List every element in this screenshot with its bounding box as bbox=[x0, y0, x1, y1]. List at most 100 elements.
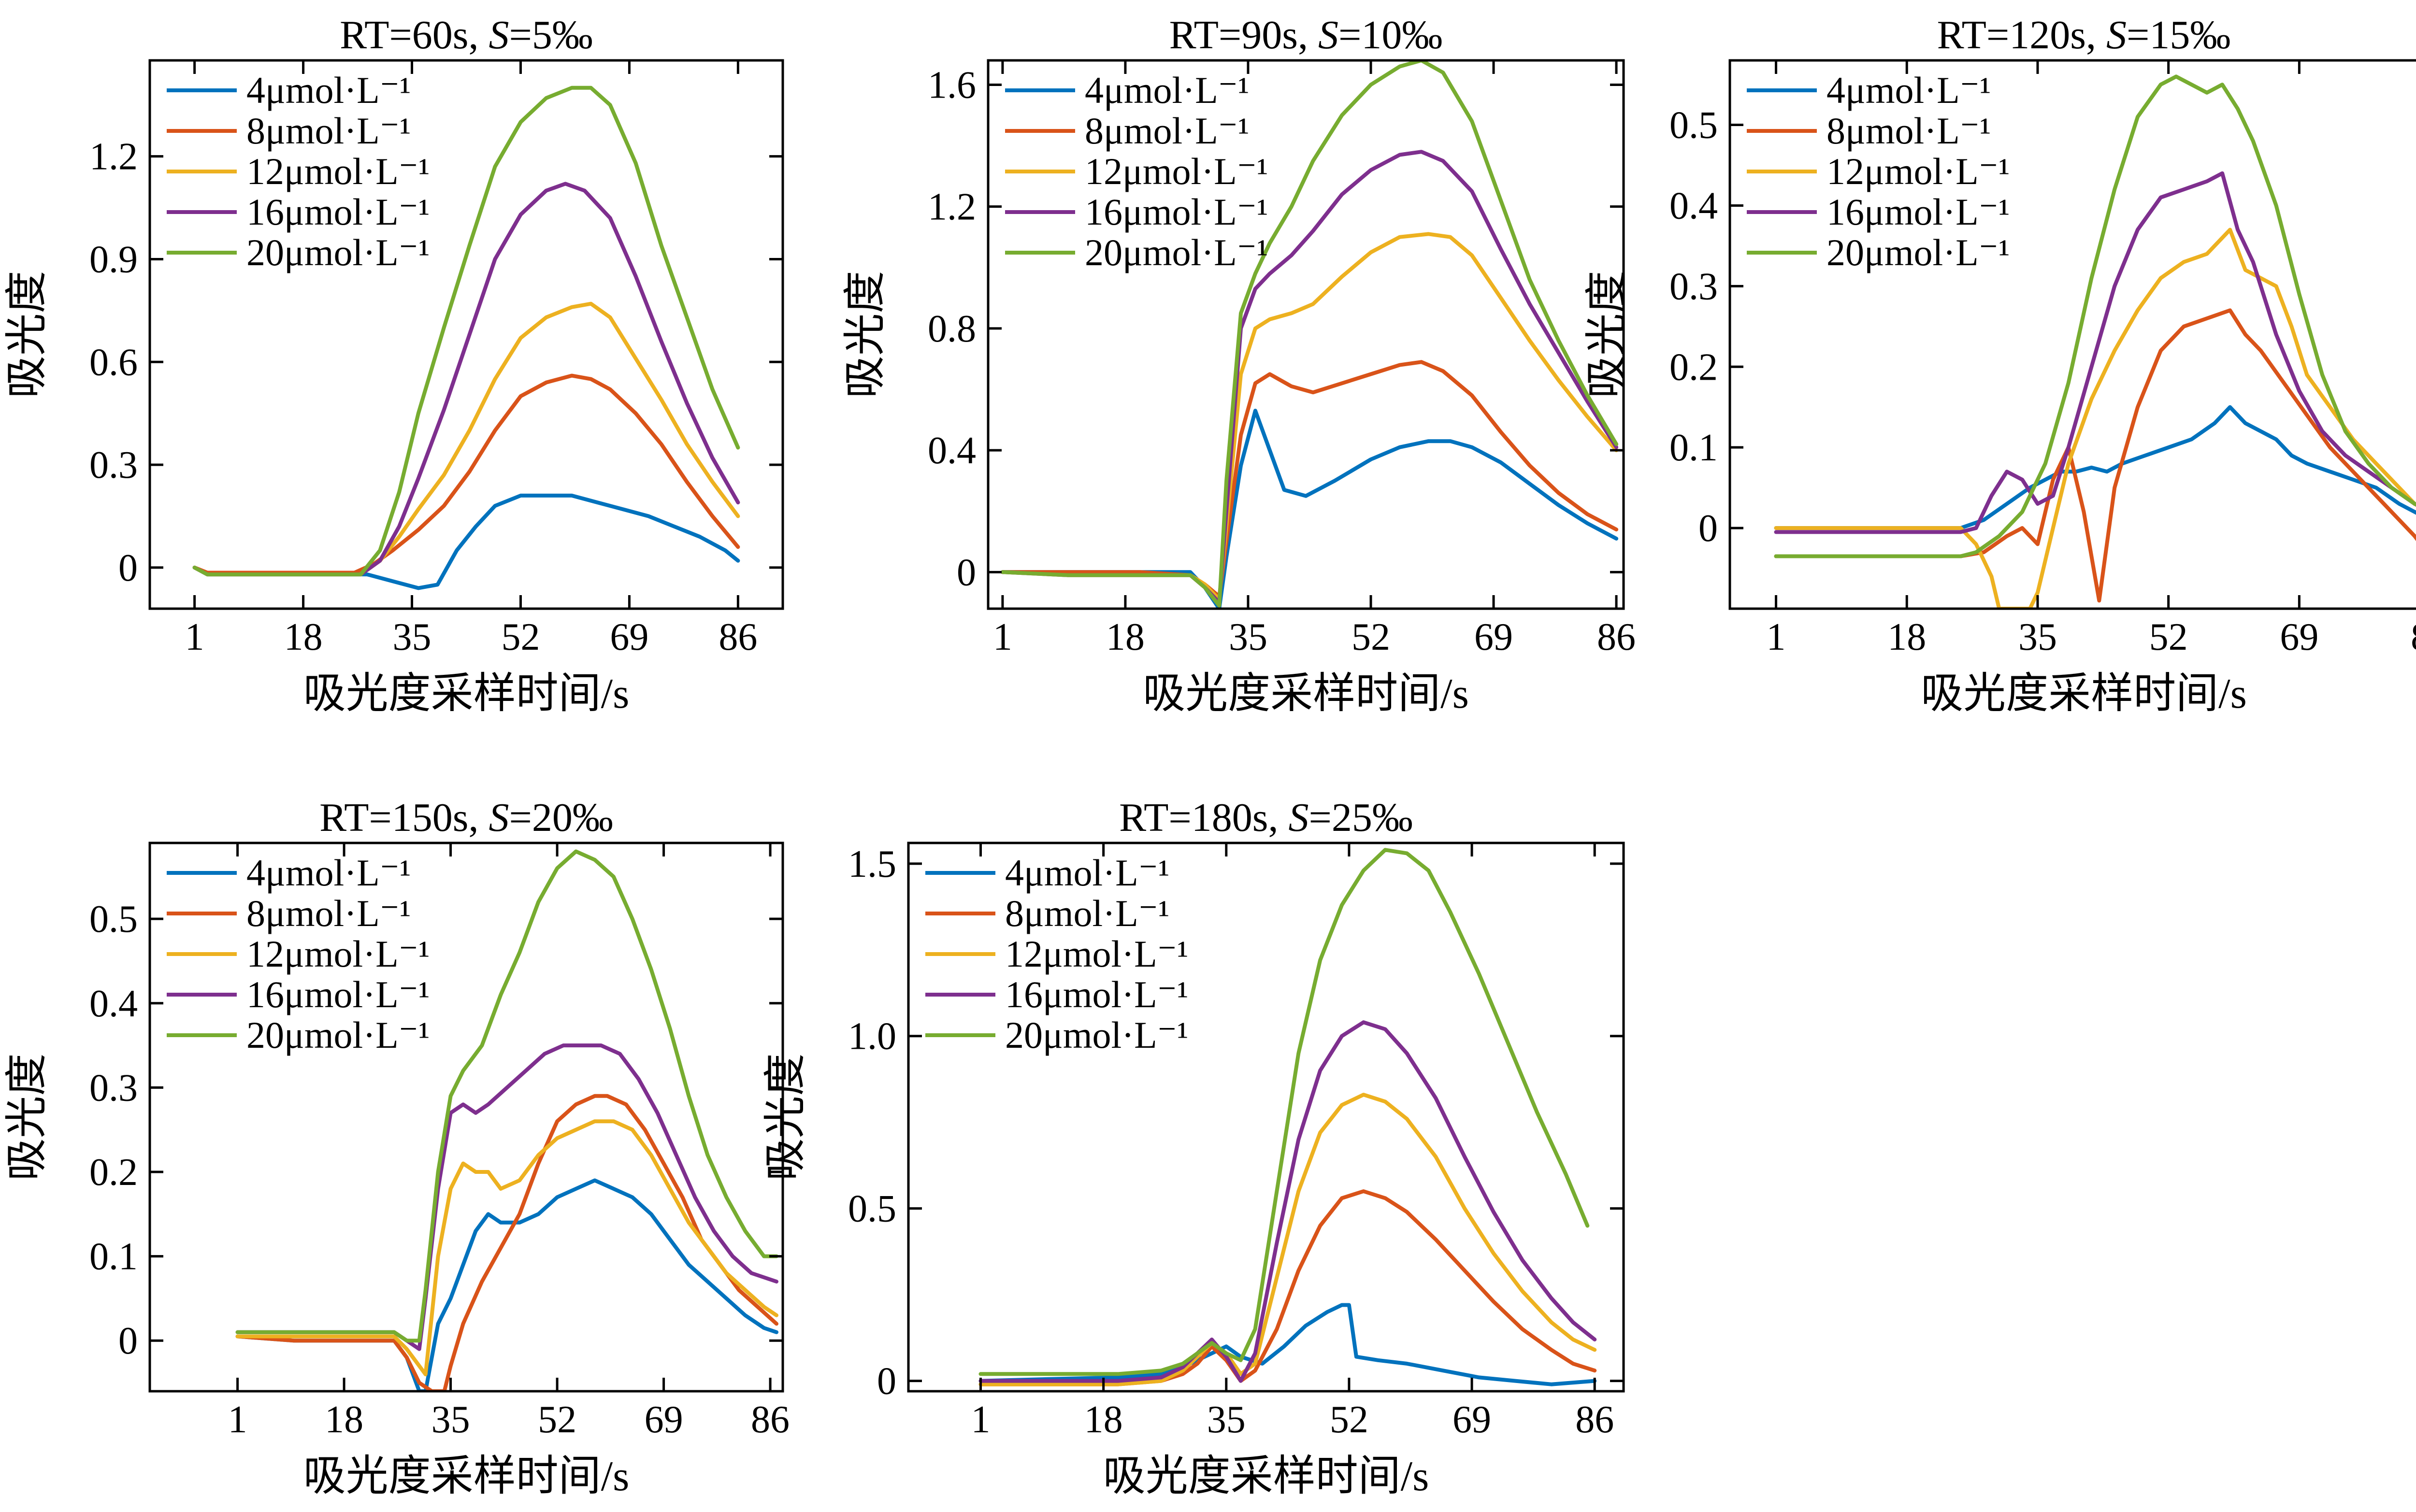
chart-panel-1: 1 18 35 52 69 86 0 0.3 0.6 0.9 1.2 RT=60s, S=5‰ 吸光度采… bbox=[4, 13, 784, 717]
legend-label: 4μmol·L⁻¹ bbox=[246, 852, 411, 894]
legend-label: 4μmol·L⁻¹ bbox=[1085, 69, 1249, 111]
legend-label: 4μmol·L⁻¹ bbox=[1005, 852, 1169, 894]
y-tick-label: 1.2 bbox=[89, 136, 138, 178]
x-tick-label: 35 bbox=[2018, 616, 2057, 658]
series-line-2 bbox=[978, 1189, 1597, 1386]
series-group bbox=[192, 86, 740, 590]
plot-frame bbox=[148, 59, 784, 610]
legend: 4μmol·L⁻¹8μmol·L⁻¹12μmol·L⁻¹16μmol·L⁻¹20… bbox=[925, 852, 1188, 1056]
series-line-3 bbox=[1000, 232, 1619, 602]
y-tick-label: 0.3 bbox=[89, 444, 138, 486]
x-tick-label: 35 bbox=[431, 1398, 470, 1441]
x-tick-label: 69 bbox=[2280, 616, 2318, 658]
legend-label: 20μmol·L⁻¹ bbox=[246, 231, 430, 273]
legend-label: 16μmol·L⁻¹ bbox=[1005, 973, 1188, 1015]
x-tick-label: 52 bbox=[538, 1398, 576, 1441]
x-tick-label: 86 bbox=[2411, 616, 2416, 658]
legend-label: 12μmol·L⁻¹ bbox=[1826, 150, 2010, 192]
x-tick-label: 1 bbox=[228, 1398, 247, 1441]
y-axis-label: 吸光度 bbox=[842, 271, 889, 398]
y-tick-label: 0 bbox=[118, 547, 138, 589]
series-group bbox=[1000, 60, 1619, 609]
series-line-5 bbox=[1000, 60, 1619, 608]
chart-title: RT=120s, S=15‰ bbox=[1937, 13, 2231, 57]
legend-label: 4μmol·L⁻¹ bbox=[246, 69, 411, 111]
x-tick-label: 35 bbox=[1207, 1398, 1246, 1441]
x-tick-label: 1 bbox=[1767, 616, 1786, 658]
legend-label: 20μmol·L⁻¹ bbox=[246, 1014, 430, 1056]
x-tick-label: 18 bbox=[1084, 1398, 1123, 1441]
x-axis-label: 吸光度采样时间/s bbox=[303, 670, 630, 717]
y-tick-label: 0.1 bbox=[1669, 427, 1718, 469]
x-axis-label: 吸光度采样时间/s bbox=[1921, 670, 2247, 717]
x-tick-label: 69 bbox=[1452, 1398, 1491, 1441]
plot-frame bbox=[907, 842, 1625, 1393]
x-tick-label: 18 bbox=[1106, 616, 1145, 658]
x-axis-label: 吸光度采样时间/s bbox=[303, 1453, 630, 1500]
legend-label: 8μmol·L⁻¹ bbox=[246, 892, 411, 934]
x-tick-label: 69 bbox=[1474, 616, 1513, 658]
x-tick-label: 52 bbox=[501, 616, 540, 658]
series-line-1 bbox=[235, 1178, 778, 1391]
x-tick-label: 52 bbox=[2149, 616, 2188, 658]
series-line-3 bbox=[1774, 228, 2416, 609]
x-axis-label: 吸光度采样时间/s bbox=[1103, 1453, 1429, 1500]
legend-label: 8μmol·L⁻¹ bbox=[1826, 110, 1991, 152]
legend-label: 8μmol·L⁻¹ bbox=[1085, 110, 1249, 152]
y-tick-label: 0.4 bbox=[89, 983, 138, 1025]
series-line-4 bbox=[1774, 171, 2416, 534]
x-tick-label: 18 bbox=[1887, 616, 1926, 658]
legend-label: 12μmol·L⁻¹ bbox=[246, 150, 430, 192]
legend-label: 20μmol·L⁻¹ bbox=[1826, 231, 2010, 273]
chart-title: RT=150s, S=20‰ bbox=[319, 795, 613, 840]
y-axis-label: 吸光度 bbox=[1584, 271, 1631, 398]
legend-label: 16μmol·L⁻¹ bbox=[1826, 191, 2010, 233]
x-tick-label: 52 bbox=[1352, 616, 1390, 658]
legend: 4μmol·L⁻¹8μmol·L⁻¹12μmol·L⁻¹16μmol·L⁻¹20… bbox=[167, 852, 430, 1056]
series-line-5 bbox=[1774, 74, 2416, 558]
y-tick-label: 0.5 bbox=[89, 898, 138, 941]
series-line-4 bbox=[978, 1020, 1597, 1383]
chart-panel-5: 1 18 35 52 69 86 0 0.5 1.0 1.5 RT=180s, S=25‰ 吸光度采样… bbox=[762, 795, 1625, 1500]
plot-frame bbox=[987, 59, 1625, 610]
legend: 4μmol·L⁻¹8μmol·L⁻¹12μmol·L⁻¹16μmol·L⁻¹20… bbox=[1747, 69, 2010, 273]
series-line-5 bbox=[235, 849, 778, 1343]
y-tick-label: 1.2 bbox=[928, 186, 976, 228]
y-tick-label: 0 bbox=[1698, 507, 1718, 550]
x-tick-label: 35 bbox=[1229, 616, 1267, 658]
legend-label: 16μmol·L⁻¹ bbox=[246, 191, 430, 233]
series-line-4 bbox=[235, 1043, 778, 1351]
legend-label: 16μmol·L⁻¹ bbox=[1085, 191, 1268, 233]
legend-label: 12μmol·L⁻¹ bbox=[1085, 150, 1268, 192]
series-line-2 bbox=[1774, 308, 2416, 603]
y-tick-label: 0 bbox=[118, 1320, 138, 1362]
series-group bbox=[1774, 74, 2416, 609]
y-tick-label: 0 bbox=[877, 1360, 896, 1403]
chart-panel-3: 1 18 35 52 69 86 0 0.1 0.2 0.3 0.4 0.5 RT=120s, S=15… bbox=[1584, 13, 2416, 717]
chart-panel-2: 1 18 35 52 69 86 0 0.4 0.8 1.2 1.6 RT=90s, S=10‰ 吸光度… bbox=[842, 13, 1636, 717]
y-axis-label: 吸光度 bbox=[4, 271, 51, 398]
y-tick-label: 0.2 bbox=[89, 1151, 138, 1194]
x-tick-label: 18 bbox=[284, 616, 323, 658]
x-tick-label: 86 bbox=[1575, 1398, 1614, 1441]
x-tick-label: 86 bbox=[719, 616, 757, 658]
series-line-1 bbox=[1000, 409, 1619, 609]
plot-frame bbox=[148, 842, 784, 1393]
x-tick-label: 86 bbox=[751, 1398, 790, 1441]
x-tick-label: 86 bbox=[1597, 616, 1636, 658]
y-tick-label: 0.3 bbox=[89, 1067, 138, 1109]
legend-label: 12μmol·L⁻¹ bbox=[1005, 933, 1188, 975]
y-tick-label: 0.3 bbox=[1669, 265, 1718, 308]
chart-title: RT=90s, S=10‰ bbox=[1169, 13, 1443, 57]
y-tick-label: 0.5 bbox=[1669, 104, 1718, 147]
y-tick-label: 0.4 bbox=[928, 429, 976, 472]
y-axis-label: 吸光度 bbox=[4, 1053, 51, 1181]
y-axis-label: 吸光度 bbox=[762, 1053, 809, 1181]
y-tick-label: 0.9 bbox=[89, 238, 138, 281]
y-tick-label: 0 bbox=[957, 551, 976, 594]
x-tick-label: 1 bbox=[185, 616, 204, 658]
y-tick-label: 0.6 bbox=[89, 341, 138, 384]
series-line-2 bbox=[235, 1094, 778, 1391]
series-line-5 bbox=[978, 848, 1590, 1376]
series-line-2 bbox=[192, 373, 740, 575]
